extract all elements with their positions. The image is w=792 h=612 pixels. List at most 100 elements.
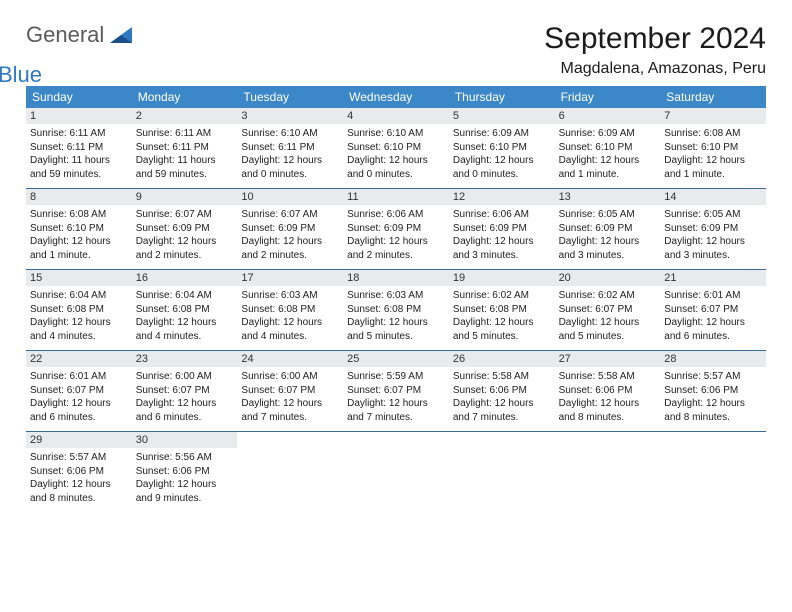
calendar-cell: 26 Sunrise: 5:58 AMSunset: 6:06 PMDayligh… <box>449 351 555 431</box>
day-info: Sunrise: 5:58 AMSunset: 6:06 PMDaylight:… <box>559 370 657 424</box>
day-info: Sunrise: 6:03 AMSunset: 6:08 PMDaylight:… <box>241 289 339 343</box>
day-info: Sunrise: 6:00 AMSunset: 6:07 PMDaylight:… <box>241 370 339 424</box>
calendar-cell: 25 Sunrise: 5:59 AMSunset: 6:07 PMDayligh… <box>343 351 449 431</box>
logo: General Blue <box>26 22 104 74</box>
day-number: 25 <box>343 351 449 367</box>
day-info: Sunrise: 6:00 AMSunset: 6:07 PMDaylight:… <box>136 370 234 424</box>
calendar-cell: 1Sunrise: 6:11 AMSunset: 6:11 PMDaylight… <box>26 108 132 188</box>
calendar-cell: 22 Sunrise: 6:01 AMSunset: 6:07 PMDayligh… <box>26 351 132 431</box>
day-info: Sunrise: 5:57 AMSunset: 6:06 PMDaylight:… <box>664 370 762 424</box>
calendar-grid: 1Sunrise: 6:11 AMSunset: 6:11 PMDaylight… <box>26 108 766 512</box>
day-info: Sunrise: 6:10 AMSunset: 6:10 PMDaylight:… <box>347 127 445 181</box>
day-info: Sunrise: 6:10 AMSunset: 6:11 PMDaylight:… <box>241 127 339 181</box>
calendar-cell: 29 Sunrise: 5:57 AMSunset: 6:06 PMDayligh… <box>26 432 132 512</box>
day-number: 27 <box>555 351 661 367</box>
day-info: Sunrise: 6:02 AMSunset: 6:07 PMDaylight:… <box>559 289 657 343</box>
calendar-cell: 9 Sunrise: 6:07 AMSunset: 6:09 PMDaylight… <box>132 189 238 269</box>
day-info: Sunrise: 6:11 AMSunset: 6:11 PMDaylight:… <box>136 127 234 181</box>
day-number: 29 <box>26 432 132 448</box>
day-info: Sunrise: 6:04 AMSunset: 6:08 PMDaylight:… <box>136 289 234 343</box>
calendar-week: 15Sunrise: 6:04 AMSunset: 6:08 PMDayligh… <box>26 270 766 351</box>
day-info: Sunrise: 6:07 AMSunset: 6:09 PMDaylight:… <box>241 208 339 262</box>
day-number: 11 <box>343 189 449 205</box>
day-number: 21 <box>660 270 766 286</box>
calendar-cell: 2 Sunrise: 6:11 AMSunset: 6:11 PMDaylight… <box>132 108 238 188</box>
day-info: Sunrise: 5:59 AMSunset: 6:07 PMDaylight:… <box>347 370 445 424</box>
day-number: 14 <box>660 189 766 205</box>
day-number: 19 <box>449 270 555 286</box>
calendar-cell: 14Sunrise: 6:05 AMSunset: 6:09 PMDayligh… <box>660 189 766 269</box>
day-number: 2 <box>132 108 238 124</box>
calendar-cell: 15Sunrise: 6:04 AMSunset: 6:08 PMDayligh… <box>26 270 132 350</box>
calendar-cell: 10 Sunrise: 6:07 AMSunset: 6:09 PMDayligh… <box>237 189 343 269</box>
calendar-cell: 23Sunrise: 6:00 AMSunset: 6:07 PMDayligh… <box>132 351 238 431</box>
calendar-week: 29 Sunrise: 5:57 AMSunset: 6:06 PMDayligh… <box>26 432 766 512</box>
logo-sail-icon <box>110 27 138 50</box>
weekday-header-row: SundayMondayTuesdayWednesdayThursdayFrid… <box>26 86 766 108</box>
day-number: 5 <box>449 108 555 124</box>
calendar-cell: 18 Sunrise: 6:03 AMSunset: 6:08 PMDayligh… <box>343 270 449 350</box>
day-number: 16 <box>132 270 238 286</box>
day-number: 4 <box>343 108 449 124</box>
day-info: Sunrise: 5:58 AMSunset: 6:06 PMDaylight:… <box>453 370 551 424</box>
title-block: September 2024 Magdalena, Amazonas, Peru <box>544 22 766 78</box>
day-number: 22 <box>26 351 132 367</box>
calendar-cell: 24 Sunrise: 6:00 AMSunset: 6:07 PMDayligh… <box>237 351 343 431</box>
calendar-cell: 30Sunrise: 5:56 AMSunset: 6:06 PMDayligh… <box>132 432 238 512</box>
day-number: 13 <box>555 189 661 205</box>
day-number: 12 <box>449 189 555 205</box>
day-number: 18 <box>343 270 449 286</box>
calendar-cell: 8 Sunrise: 6:08 AMSunset: 6:10 PMDaylight… <box>26 189 132 269</box>
calendar-cell: 19 Sunrise: 6:02 AMSunset: 6:08 PMDayligh… <box>449 270 555 350</box>
day-info: Sunrise: 6:01 AMSunset: 6:07 PMDaylight:… <box>30 370 128 424</box>
day-info: Sunrise: 6:09 AMSunset: 6:10 PMDaylight:… <box>559 127 657 181</box>
calendar-cell: 12 Sunrise: 6:06 AMSunset: 6:09 PMDayligh… <box>449 189 555 269</box>
day-info: Sunrise: 6:07 AMSunset: 6:09 PMDaylight:… <box>136 208 234 262</box>
day-number: 9 <box>132 189 238 205</box>
calendar-cell: 17 Sunrise: 6:03 AMSunset: 6:08 PMDayligh… <box>237 270 343 350</box>
calendar-cell <box>449 432 555 512</box>
day-info: Sunrise: 6:08 AMSunset: 6:10 PMDaylight:… <box>30 208 128 262</box>
day-number: 7 <box>660 108 766 124</box>
day-info: Sunrise: 5:56 AMSunset: 6:06 PMDaylight:… <box>136 451 234 505</box>
calendar-cell: 11 Sunrise: 6:06 AMSunset: 6:09 PMDayligh… <box>343 189 449 269</box>
day-info: Sunrise: 5:57 AMSunset: 6:06 PMDaylight:… <box>30 451 128 505</box>
day-number: 17 <box>237 270 343 286</box>
calendar-cell <box>555 432 661 512</box>
day-info: Sunrise: 6:05 AMSunset: 6:09 PMDaylight:… <box>559 208 657 262</box>
day-number: 26 <box>449 351 555 367</box>
day-info: Sunrise: 6:01 AMSunset: 6:07 PMDaylight:… <box>664 289 762 343</box>
location-label: Magdalena, Amazonas, Peru <box>544 60 766 78</box>
weekday-header: Wednesday <box>343 86 449 108</box>
calendar-cell <box>237 432 343 512</box>
day-number: 10 <box>237 189 343 205</box>
day-info: Sunrise: 6:02 AMSunset: 6:08 PMDaylight:… <box>453 289 551 343</box>
day-info: Sunrise: 6:06 AMSunset: 6:09 PMDaylight:… <box>347 208 445 262</box>
day-info: Sunrise: 6:04 AMSunset: 6:08 PMDaylight:… <box>30 289 128 343</box>
month-title: September 2024 <box>544 22 766 56</box>
weekday-header: Thursday <box>449 86 555 108</box>
weekday-header: Friday <box>555 86 661 108</box>
day-number: 6 <box>555 108 661 124</box>
calendar-cell: 5 Sunrise: 6:09 AMSunset: 6:10 PMDaylight… <box>449 108 555 188</box>
day-number: 24 <box>237 351 343 367</box>
day-info: Sunrise: 6:08 AMSunset: 6:10 PMDaylight:… <box>664 127 762 181</box>
calendar-cell: 20 Sunrise: 6:02 AMSunset: 6:07 PMDayligh… <box>555 270 661 350</box>
calendar-cell: 28 Sunrise: 5:57 AMSunset: 6:06 PMDayligh… <box>660 351 766 431</box>
weekday-header: Monday <box>132 86 238 108</box>
calendar-cell: 16 Sunrise: 6:04 AMSunset: 6:08 PMDayligh… <box>132 270 238 350</box>
calendar-week: 22 Sunrise: 6:01 AMSunset: 6:07 PMDayligh… <box>26 351 766 432</box>
day-info: Sunrise: 6:03 AMSunset: 6:08 PMDaylight:… <box>347 289 445 343</box>
day-number: 8 <box>26 189 132 205</box>
calendar-cell: 4 Sunrise: 6:10 AMSunset: 6:10 PMDaylight… <box>343 108 449 188</box>
calendar-week: 1Sunrise: 6:11 AMSunset: 6:11 PMDaylight… <box>26 108 766 189</box>
day-number: 28 <box>660 351 766 367</box>
day-number: 20 <box>555 270 661 286</box>
calendar-cell <box>343 432 449 512</box>
weekday-header: Sunday <box>26 86 132 108</box>
weekday-header: Tuesday <box>237 86 343 108</box>
day-info: Sunrise: 6:09 AMSunset: 6:10 PMDaylight:… <box>453 127 551 181</box>
day-info: Sunrise: 6:11 AMSunset: 6:11 PMDaylight:… <box>30 127 128 181</box>
header: General Blue September 2024 Magdalena, A… <box>26 22 766 78</box>
day-info: Sunrise: 6:06 AMSunset: 6:09 PMDaylight:… <box>453 208 551 262</box>
